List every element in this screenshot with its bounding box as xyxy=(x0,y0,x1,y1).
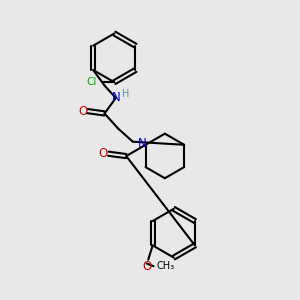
Text: O: O xyxy=(98,147,108,160)
Text: N: N xyxy=(111,92,120,104)
Text: O: O xyxy=(78,105,87,118)
Text: N: N xyxy=(138,137,146,150)
Text: Cl: Cl xyxy=(87,77,97,87)
Text: CH₃: CH₃ xyxy=(157,261,175,271)
Text: H: H xyxy=(122,89,129,99)
Text: O: O xyxy=(142,260,152,273)
